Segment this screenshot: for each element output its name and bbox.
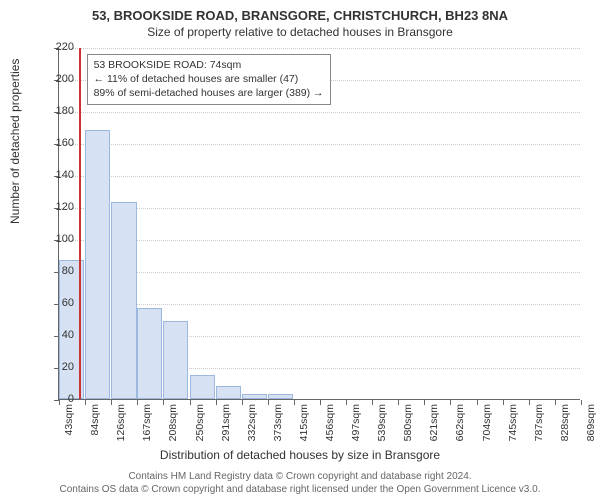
xtick-label: 456sqm — [324, 404, 336, 454]
footer-attribution: Contains HM Land Registry data © Crown c… — [0, 470, 600, 496]
xtick-label: 126sqm — [115, 404, 127, 454]
xtick-label: 415sqm — [298, 404, 310, 454]
annotation-line: ← 11% of detached houses are smaller (47… — [94, 72, 324, 86]
xtick-mark — [503, 400, 504, 405]
y-axis-label: Number of detached properties — [8, 59, 22, 224]
xtick-label: 539sqm — [376, 404, 388, 454]
xtick-mark — [450, 400, 451, 405]
xtick-label: 828sqm — [559, 404, 571, 454]
xtick-label: 869sqm — [585, 404, 597, 454]
histogram-bar — [242, 394, 267, 399]
ytick-label: 20 — [44, 361, 74, 373]
xtick-mark — [320, 400, 321, 405]
property-marker-line — [79, 48, 81, 399]
xtick-label: 580sqm — [402, 404, 414, 454]
histogram-bar — [163, 321, 188, 399]
gridline-h — [59, 144, 580, 145]
annotation-line: 53 BROOKSIDE ROAD: 74sqm — [94, 58, 324, 72]
ytick-label: 80 — [44, 265, 74, 277]
xtick-label: 662sqm — [454, 404, 466, 454]
xtick-mark — [85, 400, 86, 405]
xtick-label: 621sqm — [428, 404, 440, 454]
page-title: 53, BROOKSIDE ROAD, BRANSGORE, CHRISTCHU… — [0, 0, 600, 23]
ytick-label: 200 — [44, 73, 74, 85]
ytick-label: 120 — [44, 201, 74, 213]
page-subtitle: Size of property relative to detached ho… — [0, 23, 600, 39]
ytick-label: 40 — [44, 329, 74, 341]
gridline-h — [59, 208, 580, 209]
xtick-mark — [398, 400, 399, 405]
annotation-line: 89% of semi-detached houses are larger (… — [94, 86, 324, 100]
xtick-mark — [424, 400, 425, 405]
ytick-label: 160 — [44, 137, 74, 149]
gridline-h — [59, 240, 580, 241]
xtick-label: 787sqm — [533, 404, 545, 454]
gridline-h — [59, 176, 580, 177]
xtick-label: 84sqm — [89, 404, 101, 454]
xtick-mark — [268, 400, 269, 405]
xtick-label: 373sqm — [272, 404, 284, 454]
xtick-mark — [163, 400, 164, 405]
xtick-label: 332sqm — [246, 404, 258, 454]
gridline-h — [59, 272, 580, 273]
xtick-mark — [190, 400, 191, 405]
xtick-mark — [372, 400, 373, 405]
ytick-label: 100 — [44, 233, 74, 245]
ytick-label: 220 — [44, 41, 74, 53]
xtick-label: 704sqm — [481, 404, 493, 454]
xtick-label: 43sqm — [63, 404, 75, 454]
xtick-mark — [137, 400, 138, 405]
ytick-label: 60 — [44, 297, 74, 309]
gridline-h — [59, 112, 580, 113]
annotation-box: 53 BROOKSIDE ROAD: 74sqm← 11% of detache… — [87, 54, 331, 105]
xtick-label: 250sqm — [194, 404, 206, 454]
xtick-label: 208sqm — [167, 404, 179, 454]
gridline-h — [59, 304, 580, 305]
footer-line-2: Contains OS data © Crown copyright and d… — [0, 483, 600, 496]
xtick-mark — [555, 400, 556, 405]
gridline-h — [59, 48, 580, 49]
histogram-bar — [268, 394, 293, 399]
xtick-label: 167sqm — [141, 404, 153, 454]
xtick-label: 291sqm — [220, 404, 232, 454]
xtick-mark — [294, 400, 295, 405]
xtick-label: 745sqm — [507, 404, 519, 454]
xtick-mark — [529, 400, 530, 405]
xtick-mark — [346, 400, 347, 405]
xtick-mark — [242, 400, 243, 405]
xtick-mark — [477, 400, 478, 405]
xtick-label: 497sqm — [350, 404, 362, 454]
ytick-label: 0 — [44, 393, 74, 405]
xtick-mark — [111, 400, 112, 405]
chart-area: 43sqm84sqm126sqm167sqm208sqm250sqm291sqm… — [58, 48, 580, 400]
histogram-bar — [85, 130, 110, 399]
x-axis-label: Distribution of detached houses by size … — [0, 448, 600, 462]
plot-area: 43sqm84sqm126sqm167sqm208sqm250sqm291sqm… — [58, 48, 580, 400]
histogram-bar — [216, 386, 241, 399]
footer-line-1: Contains HM Land Registry data © Crown c… — [0, 470, 600, 483]
histogram-bar — [190, 375, 215, 399]
ytick-label: 180 — [44, 105, 74, 117]
ytick-label: 140 — [44, 169, 74, 181]
xtick-mark — [216, 400, 217, 405]
xtick-mark — [581, 400, 582, 405]
histogram-bar — [111, 202, 136, 399]
histogram-bar — [137, 308, 162, 399]
